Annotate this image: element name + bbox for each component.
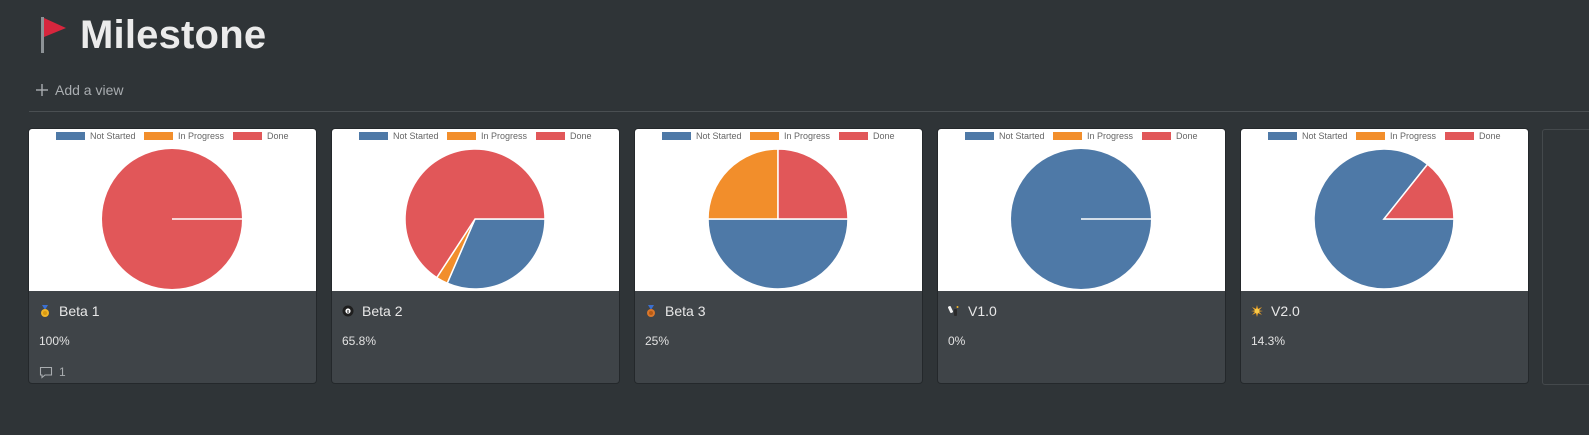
milestone-card[interactable]: Not Started In Progress Done 8 Beta 2 65.8… xyxy=(332,129,619,383)
legend-swatch xyxy=(536,132,565,140)
pie-slice xyxy=(446,218,546,290)
sun-icon xyxy=(1251,305,1263,317)
pie-slice xyxy=(1382,163,1455,220)
legend-swatch xyxy=(1356,132,1385,140)
plus-icon xyxy=(36,84,48,96)
legend-swatch xyxy=(1445,132,1474,140)
pie-slice xyxy=(707,148,779,220)
pie-chart: Not Started In Progress Done xyxy=(635,129,922,291)
legend-swatch xyxy=(839,132,868,140)
card-title: Beta 2 xyxy=(362,303,403,319)
pie-slice xyxy=(404,148,546,279)
flag-icon xyxy=(41,17,66,53)
page-title: Milestone xyxy=(80,12,267,57)
milestone-card[interactable]: Not Started In Progress Done Beta 1 100% 1 xyxy=(29,129,316,383)
legend-swatch xyxy=(56,132,85,140)
legend-label: In Progress xyxy=(784,131,831,141)
board-view: Not Started In Progress Done Beta 1 100% 1… xyxy=(29,129,1528,383)
milestone-card[interactable]: Not Started In Progress Done V1.0 0% xyxy=(938,129,1225,383)
legend-swatch xyxy=(447,132,476,140)
legend-swatch xyxy=(233,132,262,140)
progress-percent: 14.3% xyxy=(1251,334,1286,348)
milestone-card[interactable]: Not Started In Progress Done V2.0 14.3% xyxy=(1241,129,1528,383)
legend-label: Not Started xyxy=(1302,131,1348,141)
legend-label: In Progress xyxy=(1087,131,1134,141)
legend-label: Not Started xyxy=(696,131,742,141)
pie-chart: Not Started In Progress Done xyxy=(1241,129,1528,291)
legend-swatch xyxy=(750,132,779,140)
legend-label: Not Started xyxy=(90,131,136,141)
divider xyxy=(29,111,1589,112)
progress-percent: 100% xyxy=(39,334,70,348)
progress-percent: 0% xyxy=(948,334,966,348)
pie-chart: Not Started In Progress Done xyxy=(938,129,1225,291)
add-view-label: Add a view xyxy=(55,82,124,98)
8-ball-icon: 8 xyxy=(342,305,354,317)
pie-chart: Not Started In Progress Done xyxy=(29,129,316,291)
legend-label: Done xyxy=(873,131,895,141)
add-view-button[interactable]: Add a view xyxy=(35,80,123,100)
legend-label: Done xyxy=(267,131,289,141)
legend-label: Done xyxy=(1479,131,1501,141)
comment-icon xyxy=(39,366,53,379)
legend-label: In Progress xyxy=(481,131,528,141)
legend-label: Done xyxy=(570,131,592,141)
card-title: V2.0 xyxy=(1271,303,1300,319)
legend-label: In Progress xyxy=(1390,131,1437,141)
legend-label: Not Started xyxy=(393,131,439,141)
medal-1st-icon xyxy=(41,305,49,317)
progress-percent: 65.8% xyxy=(342,334,377,348)
pie-slice xyxy=(707,218,849,290)
legend-swatch xyxy=(359,132,388,140)
card-title: Beta 3 xyxy=(665,303,706,319)
legend-swatch xyxy=(965,132,994,140)
legend-label: In Progress xyxy=(178,131,225,141)
pie-slice xyxy=(777,148,849,220)
milestone-card-partial[interactable] xyxy=(1542,129,1589,385)
medal-3rd-icon xyxy=(647,305,655,317)
legend-swatch xyxy=(1268,132,1297,140)
pie-chart: Not Started In Progress Done xyxy=(332,129,619,291)
milestone-card[interactable]: Not Started In Progress Done Beta 3 25% xyxy=(635,129,922,383)
card-title: Beta 1 xyxy=(59,303,100,319)
svg-text:8: 8 xyxy=(347,309,350,314)
comment-count-value: 1 xyxy=(59,365,66,379)
comment-count: 1 xyxy=(39,365,306,379)
card-title: V1.0 xyxy=(968,303,997,319)
legend-swatch xyxy=(1142,132,1171,140)
legend-swatch xyxy=(144,132,173,140)
page-header: Milestone xyxy=(40,10,266,60)
legend-swatch xyxy=(662,132,691,140)
legend-label: Done xyxy=(1176,131,1198,141)
legend-swatch xyxy=(1053,132,1082,140)
champagne-icon xyxy=(948,306,959,316)
legend-label: Not Started xyxy=(999,131,1045,141)
progress-percent: 25% xyxy=(645,334,670,348)
